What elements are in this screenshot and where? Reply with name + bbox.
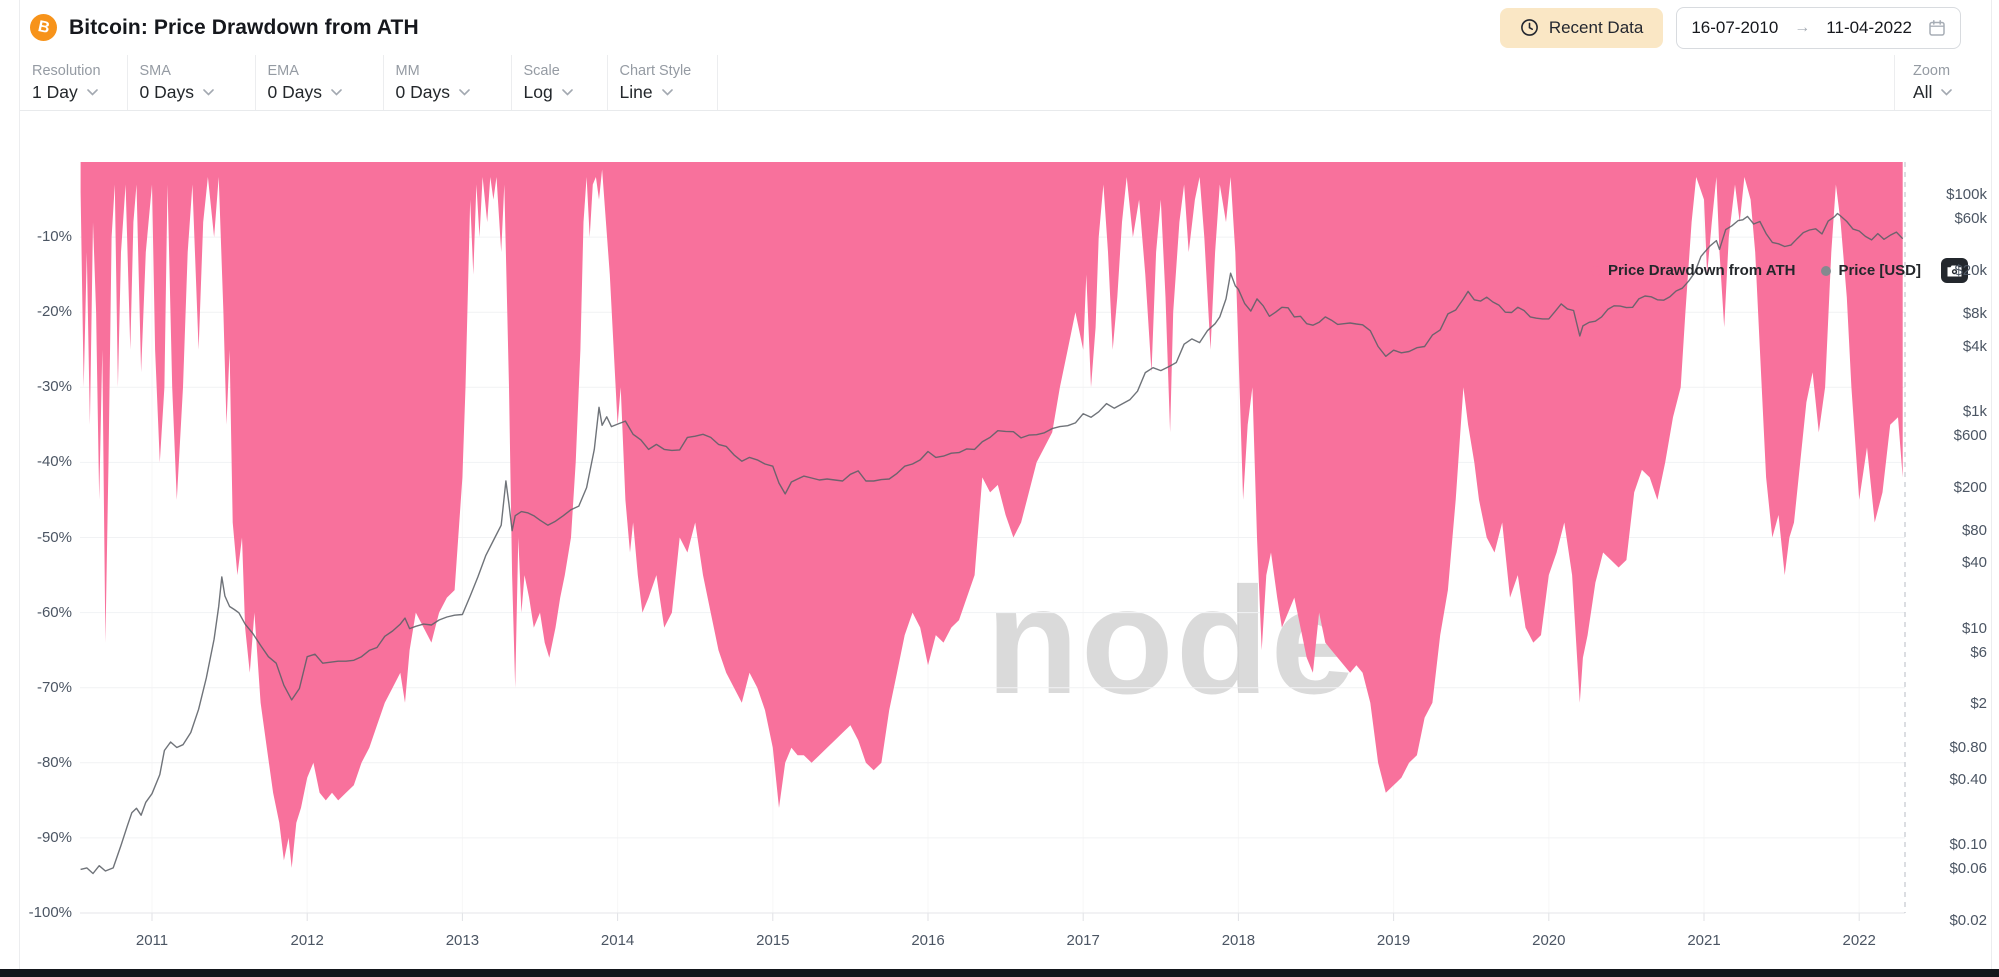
right-axis-tick: $10 bbox=[1961, 619, 1987, 637]
x-axis-tick: 2021 bbox=[1687, 932, 1721, 949]
left-axis-tick: -80% bbox=[36, 753, 72, 771]
price-line-series bbox=[80, 212, 1904, 875]
recent-data-label: Recent Data bbox=[1548, 17, 1644, 37]
header-actions: Recent Data 16-07-2010 → 11-04-2022 bbox=[1499, 6, 1961, 49]
left-axis-tick: -30% bbox=[36, 378, 72, 396]
chart-legend: Price Drawdown from ATH Price [USD] bbox=[1590, 262, 1921, 279]
right-axis-tick: $20k bbox=[1954, 261, 1987, 279]
x-axis-tick: 2015 bbox=[756, 932, 790, 949]
arrow-right-icon: → bbox=[1794, 18, 1811, 36]
camera-icon bbox=[1946, 264, 1963, 278]
toolbar-dropdown-zoom[interactable]: Zoom All bbox=[1894, 55, 1991, 110]
drawdown-area-series bbox=[80, 162, 1903, 868]
left-panel-divider bbox=[19, 0, 20, 969]
page-title: Bitcoin: Price Drawdown from ATH bbox=[69, 15, 419, 39]
toolbar-value: 0 Days bbox=[140, 82, 229, 103]
legend-item[interactable]: Price Drawdown from ATH bbox=[1590, 262, 1796, 279]
right-panel-divider bbox=[1991, 0, 1992, 969]
legend-label: Price Drawdown from ATH bbox=[1607, 262, 1796, 279]
toolbar-dropdown-scale[interactable]: Scale Log bbox=[512, 55, 608, 110]
toolbar-dropdown-resolution[interactable]: Resolution 1 Day bbox=[20, 55, 128, 110]
plot-canvas[interactable] bbox=[0, 110, 1999, 969]
left-axis-tick: -70% bbox=[36, 678, 72, 696]
x-axis-tick: 2020 bbox=[1532, 932, 1566, 949]
x-axis-tick: 2017 bbox=[1066, 932, 1100, 949]
header-bar: B Bitcoin: Price Drawdown from ATH Recen… bbox=[20, 0, 1991, 56]
camera-button[interactable] bbox=[1941, 258, 1968, 283]
chart-toolbar: Resolution 1 Day SMA 0 Days EMA 0 Days MM 0 Day… bbox=[20, 55, 1991, 111]
right-axis-tick: $100k bbox=[1946, 186, 1987, 203]
right-axis-tick: $2 bbox=[1970, 695, 1987, 713]
x-axis-tick: 2018 bbox=[1221, 932, 1256, 949]
legend-item[interactable]: Price [USD] bbox=[1821, 262, 1921, 279]
x-axis-tick: 2016 bbox=[911, 932, 945, 949]
left-axis-tick: -90% bbox=[36, 828, 72, 846]
left-axis-tick: -40% bbox=[36, 453, 72, 471]
left-axis-tick: -50% bbox=[36, 528, 72, 546]
toolbar-value: 0 Days bbox=[396, 82, 485, 103]
calendar-icon bbox=[1928, 19, 1946, 37]
toolbar-label: Chart Style bbox=[619, 62, 692, 79]
right-axis-tick: $200 bbox=[1953, 478, 1987, 496]
toolbar-dropdown-chart-style[interactable]: Chart Style Line bbox=[608, 55, 719, 110]
right-axis-tick: $0.10 bbox=[1949, 836, 1987, 854]
right-axis-tick: $8k bbox=[1962, 304, 1987, 322]
date-to: 11-04-2022 bbox=[1826, 17, 1912, 37]
toolbar-value: 0 Days bbox=[268, 82, 357, 103]
toolbar-value: All bbox=[1913, 82, 1973, 103]
toolbar-label: SMA bbox=[139, 62, 171, 79]
toolbar-dropdown-sma[interactable]: SMA 0 Days bbox=[128, 55, 256, 110]
right-axis-tick: $0.40 bbox=[1949, 771, 1987, 789]
date-from: 16-07-2010 bbox=[1691, 17, 1779, 37]
left-axis-tick: -60% bbox=[36, 603, 72, 621]
left-axis-tick: -10% bbox=[36, 228, 72, 246]
left-axis-tick: -20% bbox=[36, 303, 72, 321]
legend-dot bbox=[1590, 265, 1601, 276]
toolbar-label: MM bbox=[395, 62, 420, 79]
right-axis-tick: $0.02 bbox=[1949, 912, 1987, 930]
right-axis-tick: $80 bbox=[1961, 521, 1987, 539]
right-axis-tick: $600 bbox=[1953, 426, 1987, 444]
date-range-picker[interactable]: 16-07-2010 → 11-04-2022 bbox=[1676, 6, 1961, 49]
toolbar-value: Log bbox=[524, 82, 581, 103]
toolbar-label: Scale bbox=[523, 62, 560, 79]
recent-data-button[interactable]: Recent Data bbox=[1499, 7, 1664, 48]
toolbar-value: 1 Day bbox=[32, 82, 101, 103]
legend-label: Price [USD] bbox=[1838, 262, 1921, 279]
bitcoin-icon: B bbox=[30, 14, 57, 41]
x-axis-tick: 2014 bbox=[600, 932, 635, 949]
x-axis-tick: 2022 bbox=[1842, 932, 1876, 949]
toolbar-label: Resolution bbox=[32, 62, 101, 79]
toolbar-label: EMA bbox=[267, 62, 299, 79]
right-axis-tick: $1k bbox=[1962, 402, 1987, 420]
right-axis-tick: $0.80 bbox=[1949, 738, 1987, 756]
clock-icon bbox=[1520, 18, 1539, 37]
toolbar-dropdown-mm[interactable]: MM 0 Days bbox=[384, 55, 512, 110]
left-axis-tick: -100% bbox=[28, 904, 72, 921]
right-axis-tick: $60k bbox=[1954, 210, 1987, 228]
toolbar-value: Line bbox=[620, 82, 692, 103]
right-axis-tick: $6 bbox=[1970, 643, 1987, 661]
right-axis-tick: $4k bbox=[1962, 337, 1987, 355]
x-axis-tick: 2012 bbox=[290, 932, 324, 949]
chart-area: node Price Drawdown from ATH Price [USD] … bbox=[0, 110, 1999, 969]
x-axis-tick: 2013 bbox=[445, 932, 480, 949]
legend-dot bbox=[1821, 265, 1832, 276]
bottom-window-edge bbox=[0, 969, 1999, 977]
right-axis-tick: $0.06 bbox=[1949, 860, 1987, 878]
right-axis-tick: $40 bbox=[1961, 554, 1987, 572]
toolbar-label: Zoom bbox=[1913, 62, 1951, 79]
x-axis-tick: 2011 bbox=[135, 932, 169, 949]
x-axis-tick: 2019 bbox=[1376, 932, 1411, 949]
toolbar-dropdown-ema[interactable]: EMA 0 Days bbox=[256, 55, 384, 110]
